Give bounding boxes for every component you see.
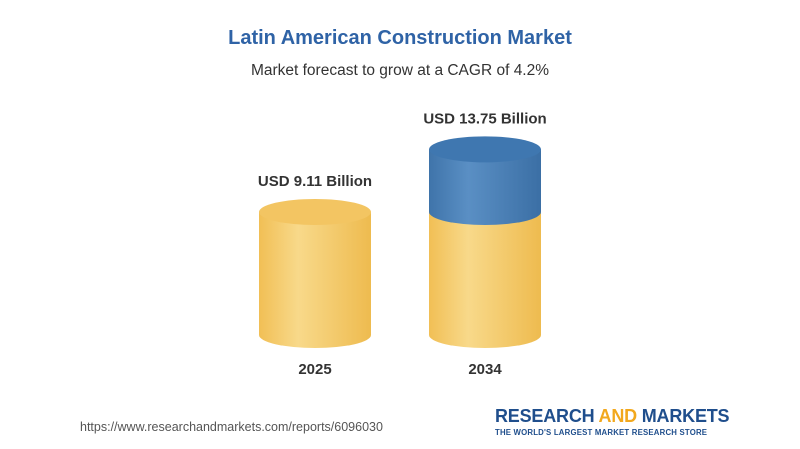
bar-2034-base bbox=[429, 212, 541, 348]
brand-name: RESEARCH AND MARKETS bbox=[495, 406, 730, 426]
category-label-2034: 2034 bbox=[468, 361, 502, 378]
bar-2034-top bbox=[429, 136, 541, 163]
chart-title: Latin American Construction Market bbox=[228, 27, 572, 49]
value-label-2034: USD 13.75 Billion bbox=[423, 110, 546, 127]
brand-logo: RESEARCH AND MARKETS THE WORLD'S LARGEST… bbox=[495, 406, 730, 437]
bar-2025-base bbox=[259, 212, 371, 348]
source-url[interactable]: https://www.researchandmarkets.com/repor… bbox=[80, 420, 383, 434]
bar-2025-top bbox=[259, 199, 371, 225]
bar-2034-growth bbox=[429, 149, 541, 225]
value-label-2025: USD 9.11 Billion bbox=[258, 173, 372, 190]
category-label-2025: 2025 bbox=[298, 361, 331, 378]
chart-subtitle: Market forecast to grow at a CAGR of 4.2… bbox=[250, 62, 550, 79]
brand-tagline: THE WORLD'S LARGEST MARKET RESEARCH STOR… bbox=[495, 428, 708, 437]
